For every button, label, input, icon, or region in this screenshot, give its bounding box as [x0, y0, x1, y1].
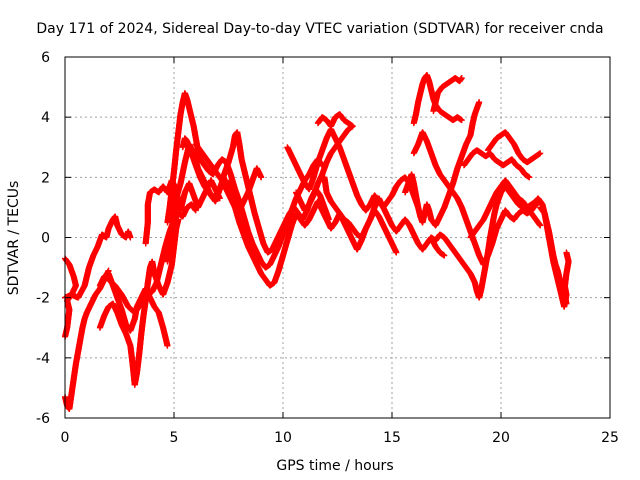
satellite-track-3 — [62, 213, 134, 301]
plot-data — [62, 72, 572, 412]
data-point — [127, 234, 134, 241]
satellite-track-2 — [62, 267, 112, 412]
chart-title: Day 171 of 2024, Sidereal Day-to-day VTE… — [36, 21, 603, 37]
